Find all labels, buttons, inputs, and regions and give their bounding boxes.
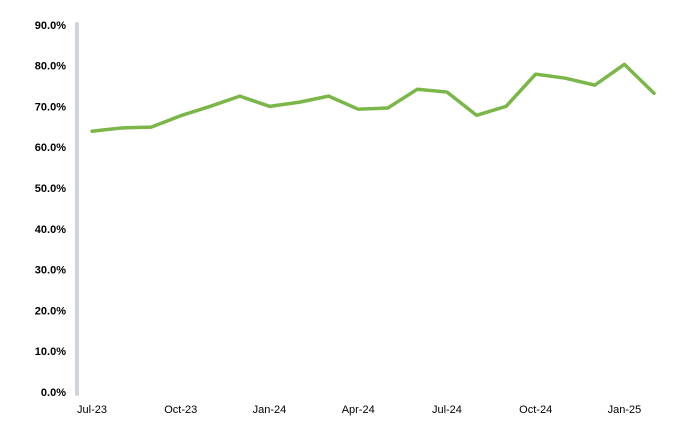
data-line [90, 62, 656, 133]
y-tick-label: 30.0% [35, 265, 66, 277]
y-tick-label: 90.0% [35, 20, 66, 32]
x-tick-label: Oct-23 [164, 404, 197, 416]
y-tick-label: 50.0% [35, 183, 66, 195]
x-tick-label: Jul-24 [432, 404, 462, 416]
y-tick-label: 10.0% [35, 346, 66, 358]
y-tick-label: 20.0% [35, 305, 66, 317]
x-tick-label: Jan-25 [608, 404, 642, 416]
x-tick-label: Jan-24 [253, 404, 287, 416]
y-tick-label: 0.0% [41, 387, 66, 399]
x-tick-label: Oct-24 [519, 404, 552, 416]
y-tick-label: 60.0% [35, 142, 66, 154]
y-tick-label: 70.0% [35, 101, 66, 113]
y-tick-label: 40.0% [35, 224, 66, 236]
x-tick-label: Jul-23 [77, 404, 107, 416]
x-tick-label: Apr-24 [342, 404, 375, 416]
y-tick-label: 80.0% [35, 61, 66, 73]
